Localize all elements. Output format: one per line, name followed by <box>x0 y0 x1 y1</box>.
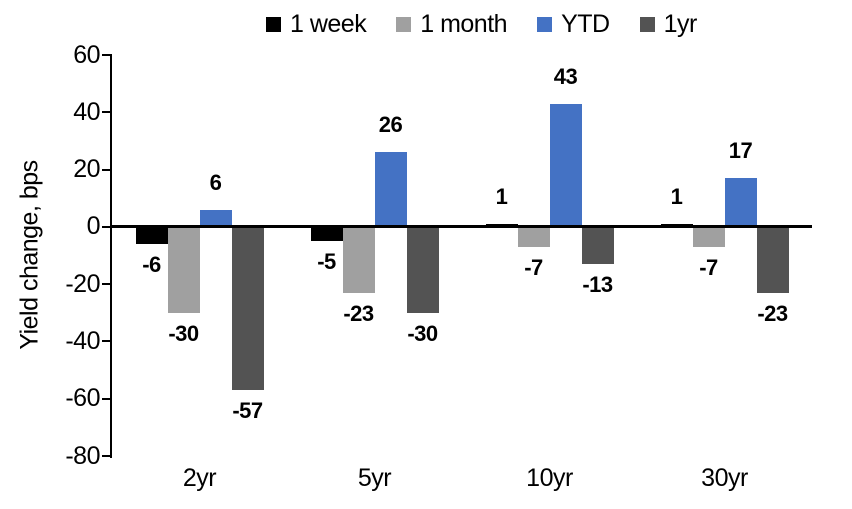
bar-value-label: -30 <box>168 320 199 346</box>
legend-label: 1 month <box>420 10 508 38</box>
legend-item-1-month: 1 month <box>396 10 508 38</box>
bar-1-month-10yr <box>517 226 550 247</box>
bar-value-label: -7 <box>524 254 543 280</box>
legend-swatch-icon <box>537 16 553 32</box>
legend-swatch-icon <box>639 16 655 32</box>
y-axis-tick <box>102 340 112 343</box>
legend-item-1-week: 1 week <box>266 10 367 38</box>
bar-value-label: 26 <box>378 112 403 138</box>
bar-ytd-30yr <box>724 178 757 227</box>
bar-ytd-10yr <box>549 103 582 227</box>
y-axis-tick <box>102 168 112 171</box>
y-axis-tick <box>102 455 112 457</box>
x-axis-category-label: 2yr <box>182 464 217 492</box>
legend-label: YTD <box>561 10 610 38</box>
bar-1-month-30yr <box>692 226 725 247</box>
bar-1yr-30yr <box>756 226 789 293</box>
zero-line <box>112 225 812 229</box>
bar-value-label: -23 <box>757 300 788 326</box>
x-axis-category-label: 10yr <box>526 464 573 492</box>
legend: 1 week 1 month YTD 1yr <box>266 10 697 38</box>
bar-value-label: -6 <box>142 252 161 278</box>
y-axis-tick <box>102 225 112 228</box>
bar-1-month-2yr <box>167 226 200 313</box>
legend-label: 1yr <box>663 10 698 38</box>
bar-value-label: -5 <box>317 249 336 275</box>
y-axis-tick-label: -20 <box>65 269 100 298</box>
legend-swatch-icon <box>266 16 281 32</box>
bar-1yr-10yr <box>581 226 614 265</box>
y-axis-tick-label: 60 <box>73 40 100 69</box>
y-axis-tick <box>102 54 112 56</box>
x-axis-category-label: 5yr <box>357 464 392 492</box>
bar-value-label: -23 <box>343 300 374 326</box>
bar-ytd-5yr <box>374 152 407 227</box>
legend-item-ytd: YTD <box>537 11 610 37</box>
bar-1-month-5yr <box>342 226 375 293</box>
bar-1-week-5yr <box>310 226 343 242</box>
bar-ytd-2yr <box>199 209 232 227</box>
y-axis-tick-label: 0 <box>86 212 101 241</box>
bar-value-label: 17 <box>728 138 753 164</box>
bar-value-label: 6 <box>209 169 222 195</box>
y-axis-tick-label: -60 <box>65 384 100 413</box>
bar-value-label: 1 <box>670 183 683 209</box>
y-axis-tick-label: -80 <box>65 441 100 470</box>
y-axis-line <box>110 54 112 458</box>
bar-1-week-2yr <box>135 226 168 245</box>
y-axis-title: Yield change, bps <box>15 160 44 350</box>
y-axis-tick <box>102 111 112 114</box>
bar-value-label: -7 <box>699 254 718 280</box>
bar-value-label: 1 <box>495 183 508 209</box>
bar-1yr-2yr <box>231 226 264 391</box>
y-axis-tick <box>102 397 112 400</box>
bar-1yr-5yr <box>406 226 439 313</box>
bar-value-label: -57 <box>232 398 263 424</box>
bar-value-label: 43 <box>553 63 578 89</box>
legend-swatch-icon <box>396 16 412 32</box>
x-axis-category-label: 30yr <box>701 464 748 492</box>
y-axis-tick <box>102 283 112 286</box>
bar-value-label: -13 <box>582 272 613 298</box>
legend-label: 1 week <box>290 10 367 38</box>
bar-value-label: -30 <box>407 320 438 346</box>
y-axis-tick-label: -40 <box>65 326 100 355</box>
y-axis-tick-label: 40 <box>73 97 100 126</box>
legend-item-1yr: 1yr <box>639 10 698 38</box>
y-axis-tick-label: 20 <box>73 155 100 184</box>
